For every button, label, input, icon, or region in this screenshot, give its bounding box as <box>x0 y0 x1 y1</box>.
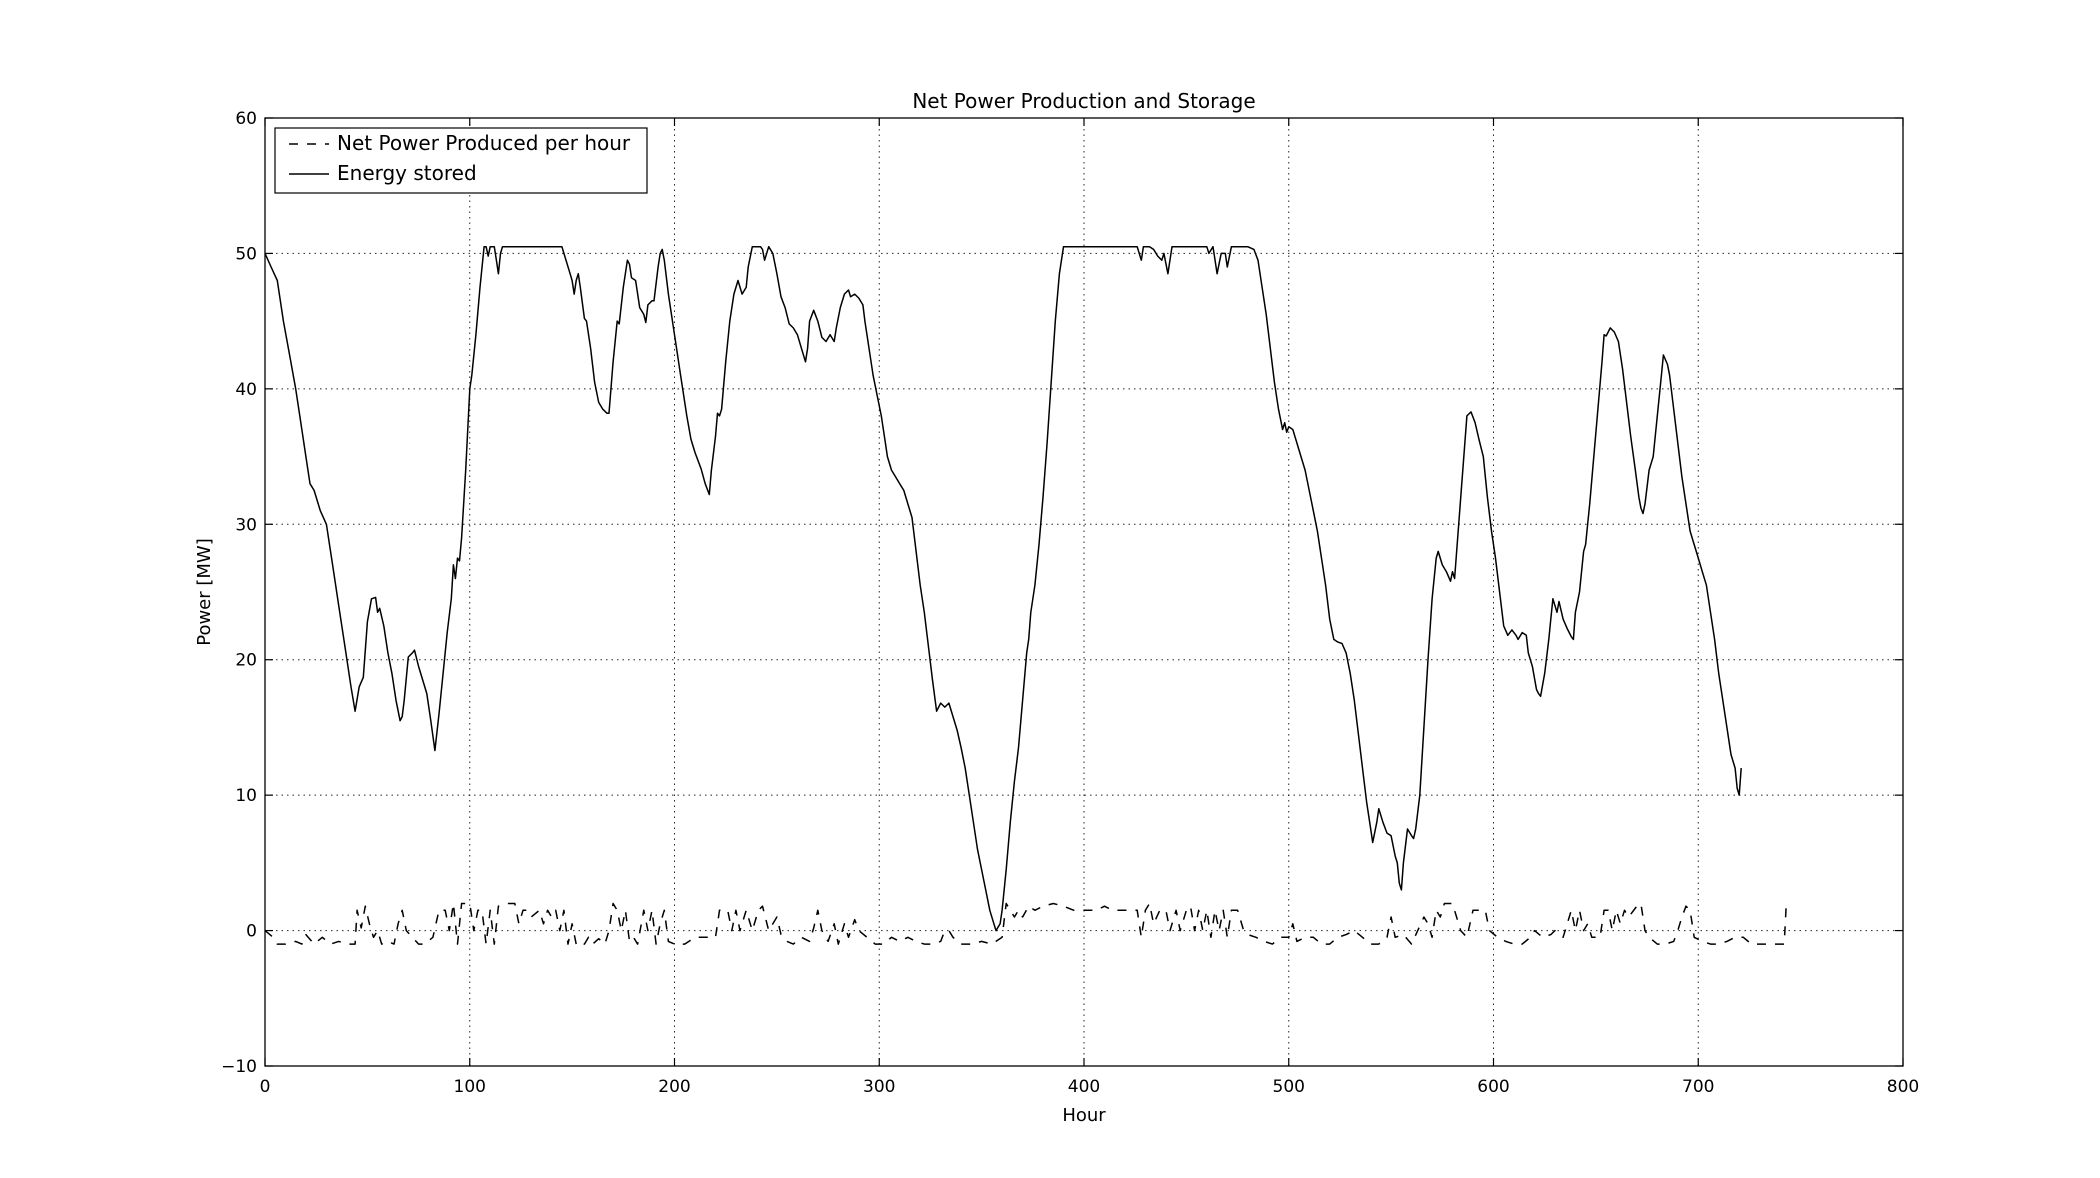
legend-label-energy-stored: Energy stored <box>337 161 477 185</box>
y-tick-label: 60 <box>235 109 257 129</box>
series-line-net-power <box>264 902 1788 945</box>
x-tick-label: 100 <box>454 1077 486 1097</box>
x-tick-label: 600 <box>1477 1077 1509 1097</box>
legend-label-net-power: Net Power Produced per hour <box>337 131 631 155</box>
y-tick-label: 20 <box>235 651 257 671</box>
y-tick-label: 40 <box>235 380 257 400</box>
y-tick-label: 0 <box>246 922 257 942</box>
grid <box>265 118 1903 1066</box>
x-tick-label: 800 <box>1887 1077 1919 1097</box>
y-tick-label: 30 <box>235 515 257 535</box>
x-tick-label: 700 <box>1682 1077 1714 1097</box>
x-axis-title: Hour <box>1062 1105 1106 1126</box>
y-tick-label: 10 <box>235 786 257 806</box>
x-tick-label: 0 <box>260 1077 271 1097</box>
x-tick-label: 400 <box>1068 1077 1100 1097</box>
y-tick-label: 50 <box>235 244 257 264</box>
legend-box <box>274 127 648 194</box>
x-tick-label: 500 <box>1273 1077 1305 1097</box>
y-axis-title: Power [MW] <box>194 538 215 646</box>
x-tick-label: 200 <box>658 1077 690 1097</box>
y-tick-label: −10 <box>221 1057 257 1077</box>
plot-lines <box>264 245 1788 945</box>
legend: Net Power Produced per hour Energy store… <box>274 127 648 194</box>
chart-title: Net Power Production and Storage <box>912 89 1255 113</box>
x-tick-label: 300 <box>863 1077 895 1097</box>
ticks: 0 100 200 300 400 500 600 700 800−10010203040506… <box>221 109 1919 1097</box>
series-line-energy-stored <box>264 245 1742 932</box>
